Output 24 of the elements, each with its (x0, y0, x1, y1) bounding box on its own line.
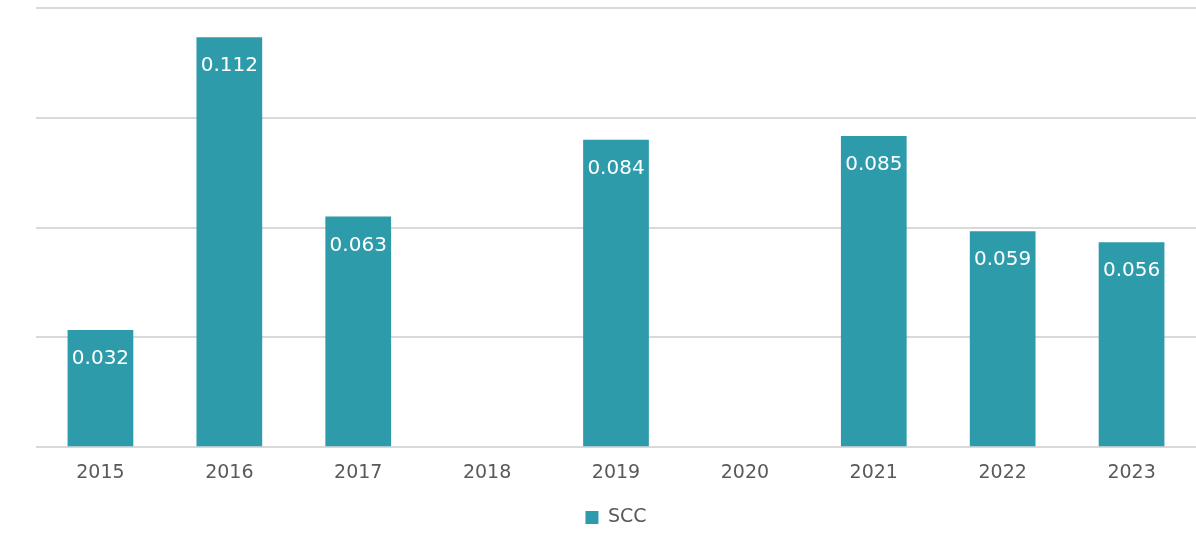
bar (196, 37, 263, 447)
legend-label: SCC (607, 504, 647, 527)
data-label: 0.112 (200, 52, 258, 77)
x-tick-label: 2018 (462, 459, 512, 482)
bar (840, 136, 907, 447)
data-label: 0.063 (329, 231, 387, 256)
data-label: 0.032 (71, 345, 130, 370)
x-tick-label: 2015 (76, 459, 125, 482)
bar (67, 330, 134, 447)
bar (325, 216, 392, 447)
bar (969, 231, 1036, 447)
data-label: 0.059 (974, 246, 1032, 271)
x-tick-label: 2022 (978, 459, 1027, 482)
x-tick-label: 2021 (849, 459, 898, 482)
data-label: 0.084 (587, 154, 645, 179)
x-tick-label: 2017 (334, 459, 383, 482)
x-tick-label: 2020 (720, 459, 770, 482)
data-label: 0.085 (845, 151, 903, 176)
bar (1098, 242, 1165, 447)
x-tick-label: 2023 (1107, 459, 1156, 482)
data-label: 0.056 (1102, 257, 1161, 282)
x-tick-label: 2016 (205, 459, 254, 482)
x-tick-label: 2019 (591, 459, 641, 482)
bar (583, 139, 649, 447)
